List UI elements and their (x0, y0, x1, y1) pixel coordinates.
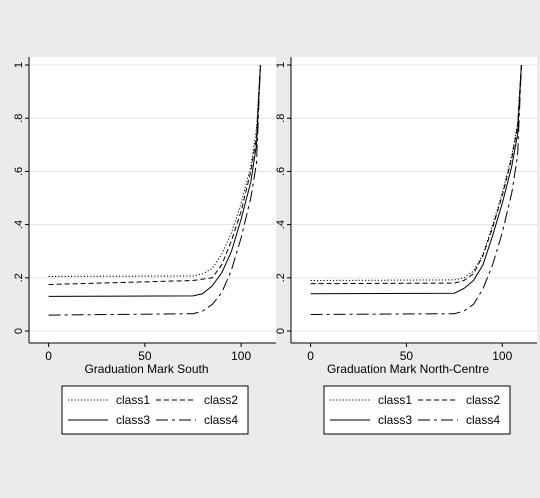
y-tick-label: .2 (275, 273, 287, 282)
legend: class1 class2 class3 class4 (323, 385, 511, 435)
series-line-class4 (48, 64, 261, 316)
legend-box (61, 385, 249, 435)
legend-label-class2: class2 (204, 393, 238, 407)
y-tick-label: 1 (13, 62, 25, 68)
x-axis-title: Graduation Mark South (84, 362, 208, 376)
y-tick-label: .4 (13, 220, 25, 229)
series-line-class2 (310, 64, 522, 285)
plot-area (29, 57, 276, 343)
series-line-class3 (310, 64, 522, 295)
x-tick-label: 100 (492, 349, 512, 363)
series-line-class3 (48, 64, 261, 297)
y-tick-label: .4 (275, 220, 287, 229)
y-tick-label: .8 (13, 114, 25, 123)
x-tick-label: 0 (307, 349, 314, 363)
x-tick-label: 100 (231, 349, 251, 363)
legend-label-class2: class2 (466, 393, 500, 407)
series-line-class2 (48, 64, 261, 285)
y-tick-label: 0 (13, 328, 25, 334)
y-tick-label: .8 (275, 114, 287, 123)
series-line-class4 (310, 64, 522, 315)
y-tick-label: .6 (275, 167, 287, 176)
legend-label-class1: class1 (378, 393, 412, 407)
x-tick-label: 50 (138, 349, 152, 363)
legend: class1 class2 class3 class4 (61, 385, 249, 435)
chart-panel-1: 0 .2 .4 .6 .8 1 0 50 100 Graduation Mark South cla… (13, 57, 276, 435)
legend-label-class3: class3 (116, 413, 150, 427)
plot-area (291, 57, 537, 343)
legend-label-class1: class1 (116, 393, 150, 407)
x-axis-title: Graduation Mark North-Centre (327, 362, 489, 376)
legend-label-class4: class4 (204, 413, 238, 427)
y-tick-label: .6 (13, 167, 25, 176)
legend-box (323, 385, 511, 435)
x-tick-label: 0 (45, 349, 52, 363)
x-tick-label: 50 (400, 349, 414, 363)
y-tick-label: 0 (275, 328, 287, 334)
y-tick-label: .2 (13, 273, 25, 282)
legend-label-class3: class3 (378, 413, 412, 427)
legend-label-class4: class4 (466, 413, 500, 427)
y-tick-label: 1 (275, 62, 287, 68)
